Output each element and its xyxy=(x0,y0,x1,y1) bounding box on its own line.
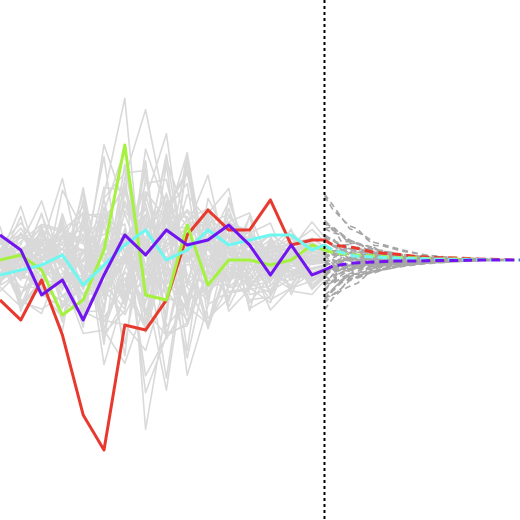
background-history-line xyxy=(0,246,326,391)
background-history-line xyxy=(0,213,325,329)
background-history-line xyxy=(0,158,325,312)
background-history-line xyxy=(0,163,325,317)
background-forecast-line xyxy=(323,259,508,300)
background-forecast-line xyxy=(324,259,508,271)
highlighted-series-group xyxy=(0,143,520,452)
background-forecast-line xyxy=(323,259,508,304)
background-history-line xyxy=(0,211,325,294)
background-history-line xyxy=(0,193,325,301)
background-forecast-line xyxy=(323,256,508,270)
background-history-lines xyxy=(0,97,326,431)
background-forecast-line xyxy=(324,259,508,274)
series-4-history-line xyxy=(0,223,326,322)
series-4-forecast-line xyxy=(323,258,520,272)
background-forecast-lines xyxy=(323,193,508,311)
series-3-history-line xyxy=(0,228,326,287)
background-history-line xyxy=(0,193,325,320)
background-history-line xyxy=(0,204,325,379)
background-forecast-line xyxy=(324,236,508,261)
